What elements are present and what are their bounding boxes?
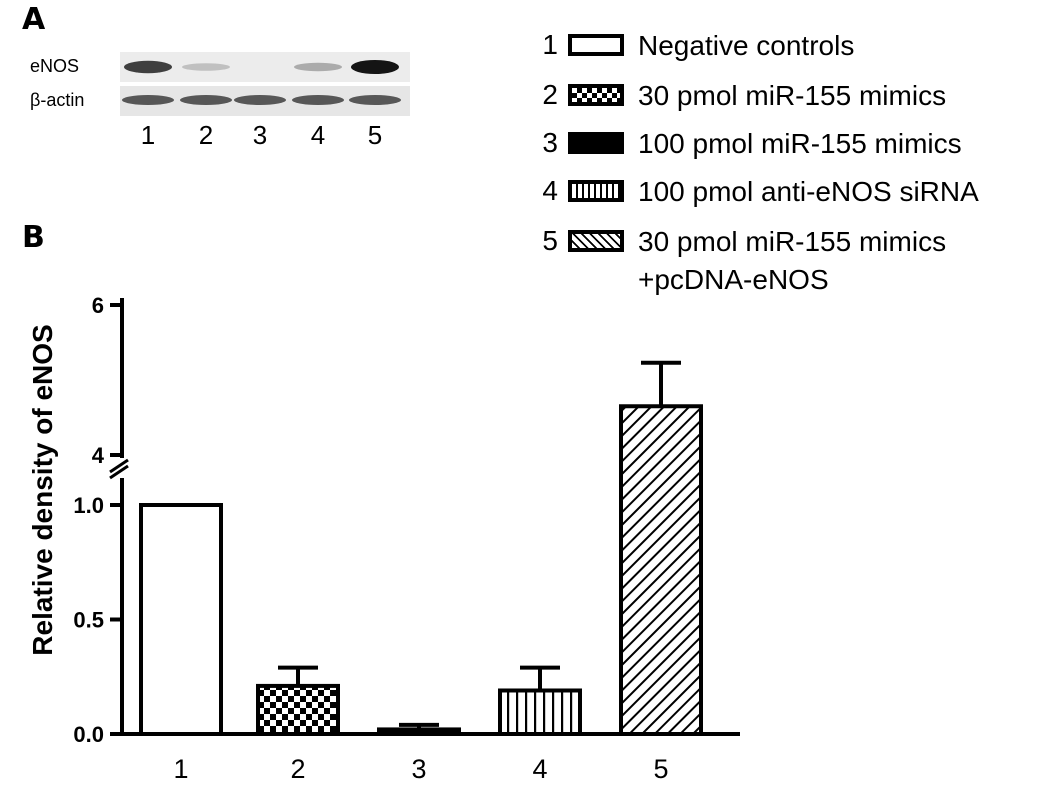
legend-item: 2 30 pmol miR-155 mimics <box>522 80 1062 120</box>
legend-swatch-open <box>568 34 624 56</box>
blot-row-label-actin: β-actin <box>30 90 85 110</box>
axis-break-mark <box>109 458 129 474</box>
panel-a-letter: A <box>22 2 46 37</box>
actin-band <box>122 95 174 105</box>
legend-swatch-vertical <box>568 180 624 202</box>
western-blot-image <box>120 52 410 116</box>
blot-lane-label: 3 <box>252 120 268 150</box>
legend-item: 1 Negative controls <box>522 30 1062 70</box>
bar <box>139 503 223 736</box>
actin-band <box>234 95 286 105</box>
legend-number: 2 <box>542 79 558 110</box>
legend-label: 100 pmol anti-eNOS siRNA <box>638 176 979 207</box>
legend-label: 30 pmol miR-155 mimics <box>638 80 947 111</box>
enos-band <box>351 60 399 74</box>
y-tick-label: 1.0 <box>73 493 104 518</box>
legend-label: 30 pmol miR-155 mimics <box>638 226 947 257</box>
bar <box>377 727 461 736</box>
legend-item: 5 30 pmol miR-155 mimics +pcDNA-eNOS <box>522 226 1062 306</box>
legend-item: 3 100 pmol miR-155 mimics <box>522 128 1062 168</box>
x-tick-label: 4 <box>532 754 547 784</box>
legend-swatch-checker <box>568 84 624 106</box>
bar <box>256 683 340 736</box>
axis-break-mark <box>109 464 129 480</box>
y-tick-label: 0.5 <box>73 608 104 633</box>
legend-number: 4 <box>542 175 558 206</box>
blot-row-label-enos: eNOS <box>30 56 80 76</box>
y-tick-label: 6 <box>92 293 104 318</box>
legend-number: 1 <box>542 29 558 60</box>
enos-band <box>182 63 230 71</box>
legend-label: 100 pmol miR-155 mimics <box>638 128 962 159</box>
actin-band <box>349 95 401 105</box>
x-tick-label: 1 <box>173 754 188 784</box>
blot-lane-label: 4 <box>310 120 326 150</box>
blot-lane-label: 5 <box>367 120 383 150</box>
legend-number: 5 <box>542 225 558 256</box>
y-axis-label: Relative density of eNOS <box>27 324 58 655</box>
legend-swatch-solid <box>568 132 624 154</box>
error-bars <box>278 360 681 730</box>
bar <box>619 404 703 736</box>
actin-band <box>180 95 232 105</box>
legend-item: 4 100 pmol anti-eNOS siRNA <box>522 176 1062 216</box>
bars <box>139 404 703 736</box>
blot-lane-label: 2 <box>198 120 214 150</box>
legend-swatch-diagonal <box>568 230 624 252</box>
legend-label-continued: +pcDNA-eNOS <box>638 264 829 295</box>
x-tick-label: 2 <box>290 754 305 784</box>
enos-band <box>294 62 342 72</box>
y-tick-label: 4 <box>92 443 105 468</box>
panel-b-letter: B <box>22 220 45 255</box>
actin-band <box>292 95 344 105</box>
y-tick-label: 0.0 <box>73 722 104 747</box>
legend-number: 3 <box>542 127 558 158</box>
category-labels: 1 2 3 4 5 <box>173 754 668 784</box>
legend-label: Negative controls <box>638 30 855 61</box>
blot-lane-label: 1 <box>140 120 156 150</box>
enos-band <box>124 60 172 74</box>
x-tick-label: 3 <box>411 754 426 784</box>
x-tick-label: 5 <box>653 754 668 784</box>
enos-bands <box>124 60 399 74</box>
actin-bands <box>122 95 401 105</box>
tick-labels: 0.0 0.5 1.0 4 6 <box>73 293 104 747</box>
bar <box>498 688 582 736</box>
